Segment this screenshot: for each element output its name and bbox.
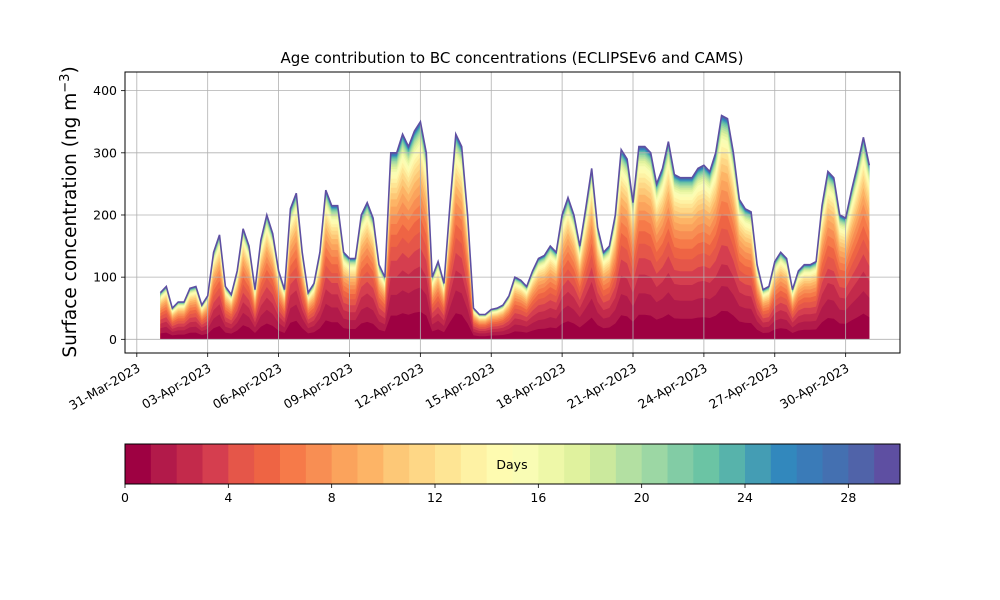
colorbar: Days 0 4 8 12 16 20 24 28 bbox=[121, 443, 901, 505]
y-axis-label: Surface concentration (ng m−3) bbox=[58, 66, 81, 357]
y-axis-label-text: Surface concentration (ng m bbox=[60, 93, 81, 358]
colorbar-frame bbox=[124, 443, 901, 485]
colorbar-band-14 bbox=[486, 444, 514, 484]
colorbar-band-26 bbox=[796, 444, 824, 484]
total-outline bbox=[159, 114, 871, 316]
x-tick-label: 18-Apr-2023 bbox=[494, 360, 568, 412]
x-tick-label: 03-Apr-2023 bbox=[139, 360, 213, 412]
y-tick-label: 200 bbox=[93, 207, 117, 222]
colorbar-band-24 bbox=[745, 444, 772, 484]
colorbar-tick-label: 24 bbox=[737, 490, 753, 505]
x-tick-label: 30-Apr-2023 bbox=[777, 360, 851, 412]
age-bands bbox=[160, 115, 870, 340]
colorbar-band-21 bbox=[667, 444, 694, 484]
y-tick-label: 400 bbox=[93, 83, 117, 98]
x-axis: 31-Mar-202303-Apr-202306-Apr-202309-Apr-… bbox=[66, 353, 852, 413]
colorbar-band-2 bbox=[176, 444, 204, 484]
colorbar-band-13 bbox=[460, 444, 488, 484]
colorbar-band-15 bbox=[512, 444, 539, 484]
colorbar-tick-label: 0 bbox=[121, 490, 129, 505]
y-axis-label-exponent: −3 bbox=[58, 74, 73, 93]
colorbar-band-22 bbox=[693, 444, 720, 484]
colorbar-band-20 bbox=[641, 444, 669, 484]
colorbar-band-1 bbox=[150, 444, 178, 484]
x-tick-label: 12-Apr-2023 bbox=[352, 360, 426, 412]
x-tick-label: 09-Apr-2023 bbox=[281, 360, 355, 412]
x-tick-label: 31-Mar-2023 bbox=[66, 360, 142, 413]
colorbar-band-11 bbox=[409, 444, 436, 484]
colorbar-tick-label: 20 bbox=[634, 490, 650, 505]
colorbar-band-4 bbox=[228, 444, 255, 484]
colorbar-band-10 bbox=[383, 444, 410, 484]
colorbar-band-3 bbox=[202, 444, 229, 484]
x-tick-label: 27-Apr-2023 bbox=[706, 360, 780, 412]
colorbar-band-18 bbox=[590, 444, 617, 484]
x-tick-label: 24-Apr-2023 bbox=[635, 360, 709, 412]
y-tick-label: 300 bbox=[93, 145, 117, 160]
colorbar-band-19 bbox=[615, 444, 643, 484]
y-tick-label: 100 bbox=[93, 270, 117, 285]
colorbar-label: Days bbox=[496, 457, 527, 472]
colorbar-band-16 bbox=[538, 444, 565, 484]
colorbar-band-9 bbox=[357, 444, 384, 484]
colorbar-band-23 bbox=[719, 444, 746, 484]
colorbar-band-17 bbox=[564, 444, 591, 484]
colorbar-band-12 bbox=[435, 444, 462, 484]
plot-frame bbox=[124, 71, 901, 354]
colorbar-tick-label: 12 bbox=[427, 490, 443, 505]
colorbar-tick-label: 16 bbox=[530, 490, 546, 505]
x-tick-label: 06-Apr-2023 bbox=[210, 360, 284, 412]
colorbar-tick-label: 28 bbox=[840, 490, 856, 505]
colorbar-band-27 bbox=[822, 444, 849, 484]
chart-title: Age contribution to BC concentrations (E… bbox=[281, 49, 744, 67]
colorbar-band-6 bbox=[280, 444, 307, 484]
colorbar-band-28 bbox=[848, 444, 875, 484]
y-tick-label: 0 bbox=[109, 332, 117, 347]
x-tick-label: 15-Apr-2023 bbox=[423, 360, 497, 412]
total-line bbox=[159, 114, 871, 316]
colorbar-band-7 bbox=[305, 444, 333, 484]
colorbar-tick-label: 4 bbox=[224, 490, 232, 505]
colorbar-band-8 bbox=[331, 444, 359, 484]
x-tick-label: 21-Apr-2023 bbox=[564, 360, 638, 412]
colorbar-band-5 bbox=[254, 444, 281, 484]
colorbar-band-0 bbox=[125, 444, 152, 484]
age-band-0 bbox=[160, 310, 870, 340]
y-axis-label-suffix: ) bbox=[60, 66, 81, 73]
colorbar-ticks: 0 4 8 12 16 20 24 28 bbox=[121, 484, 856, 505]
colorbar-bands bbox=[125, 444, 901, 484]
grid-lines bbox=[125, 72, 900, 353]
y-axis: 0 100 200 300 400 bbox=[93, 83, 125, 347]
plot-area: 0 100 200 300 400 31-Mar-202303-Apr-202306-A… bbox=[66, 71, 901, 413]
colorbar-band-25 bbox=[770, 444, 798, 484]
colorbar-band-29 bbox=[874, 444, 901, 484]
colorbar-tick-label: 8 bbox=[328, 490, 336, 505]
